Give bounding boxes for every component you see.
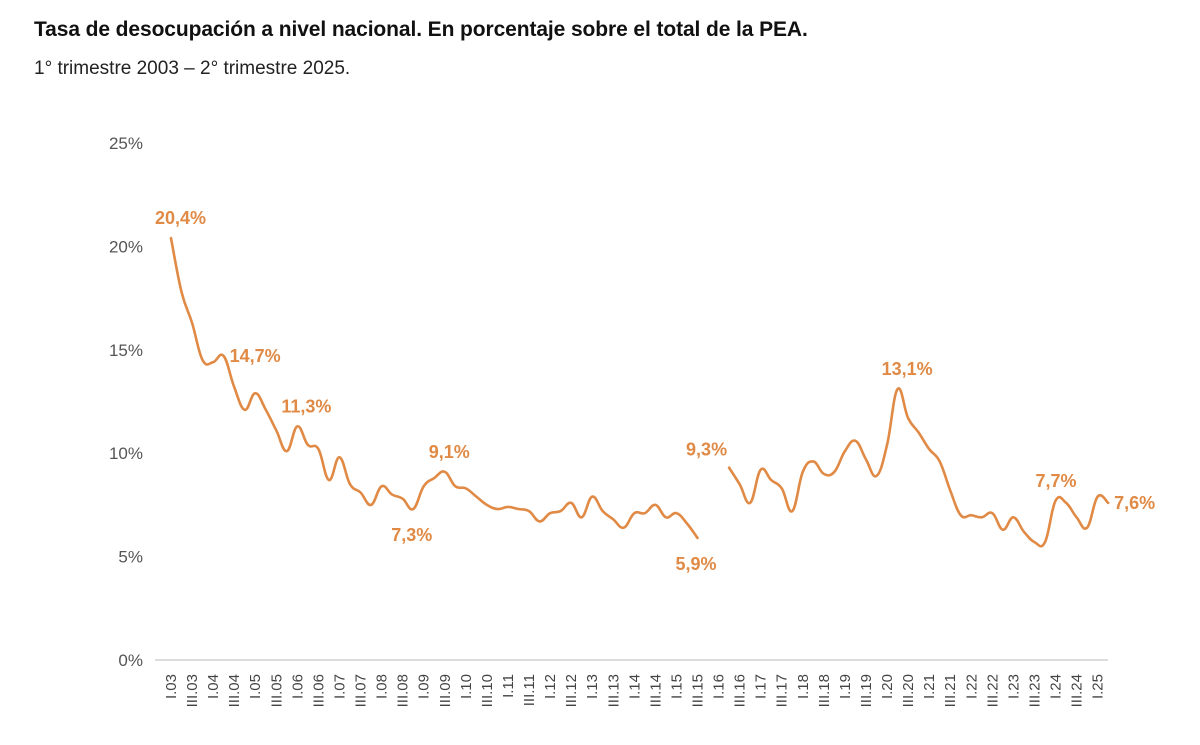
x-tick-label: III.21 <box>942 674 959 707</box>
x-tick-label: III.14 <box>647 674 664 707</box>
x-tick-label: I.04 <box>205 674 222 699</box>
y-tick-label: 20% <box>109 237 143 256</box>
data-label: 20,4% <box>155 208 206 228</box>
data-label: 14,7% <box>230 346 281 366</box>
x-tick-label: III.08 <box>395 674 412 707</box>
x-tick-label: III.04 <box>226 674 243 707</box>
x-tick-label: III.22 <box>984 674 1001 707</box>
y-tick-label: 25% <box>109 134 143 153</box>
x-tick-label: III.24 <box>1069 674 1086 707</box>
chart-subtitle: 1° trimestre 2003 – 2° trimestre 2025. <box>34 58 351 79</box>
data-label: 7,3% <box>391 525 432 545</box>
x-tick-label: III.13 <box>605 674 622 707</box>
x-tick-label: III.10 <box>479 674 496 707</box>
x-tick-label: III.20 <box>900 674 917 707</box>
x-tick-label: I.10 <box>458 674 475 699</box>
series-line <box>727 387 1110 548</box>
x-tick-label: I.03 <box>163 674 180 699</box>
x-tick-label: III.19 <box>858 674 875 707</box>
x-tick-label: I.17 <box>753 674 770 699</box>
x-tick-label: III.03 <box>184 674 201 707</box>
x-tick-label: III.11 <box>521 674 538 706</box>
chart-title: Tasa de desocupación a nivel nacional. E… <box>34 18 808 41</box>
x-tick-label: III.05 <box>268 674 285 707</box>
x-tick-label: I.25 <box>1090 674 1107 699</box>
x-tick-label: III.06 <box>310 674 327 707</box>
x-tick-label: III.15 <box>690 674 707 707</box>
x-tick-label: I.15 <box>668 674 685 699</box>
x-tick-label: I.08 <box>374 674 391 699</box>
x-tick-label: I.20 <box>879 674 896 699</box>
data-label: 5,9% <box>676 554 717 574</box>
y-tick-label: 0% <box>118 651 143 670</box>
data-label: 7,6% <box>1114 493 1155 513</box>
x-tick-label: I.19 <box>837 674 854 699</box>
x-tick-label: I.13 <box>584 674 601 699</box>
y-tick-label: 10% <box>109 444 143 463</box>
data-label: 13,1% <box>882 359 933 379</box>
x-tick-label: I.23 <box>1005 674 1022 699</box>
data-label: 7,7% <box>1036 471 1077 491</box>
x-tick-label: I.24 <box>1048 674 1065 699</box>
x-tick-label: I.09 <box>416 674 433 699</box>
x-tick-label: I.21 <box>921 674 938 699</box>
y-tick-label: 15% <box>109 341 143 360</box>
x-tick-label: I.18 <box>795 674 812 699</box>
x-tick-label: III.23 <box>1026 674 1043 707</box>
x-tick-label: I.11 <box>500 674 517 698</box>
x-tick-label: III.16 <box>732 674 749 707</box>
x-tick-label: I.22 <box>963 674 980 699</box>
series-line <box>169 236 699 540</box>
x-tick-label: I.05 <box>247 674 264 699</box>
x-tick-label: I.06 <box>289 674 306 699</box>
x-tick-label: I.14 <box>626 674 643 699</box>
x-tick-label: I.12 <box>542 674 559 699</box>
data-label: 11,3% <box>281 396 331 416</box>
x-tick-label: III.18 <box>816 674 833 707</box>
x-tick-label: III.07 <box>353 674 370 707</box>
data-label: 9,1% <box>429 442 470 462</box>
x-tick-label: III.17 <box>774 674 791 707</box>
x-tick-label: I.07 <box>331 674 348 699</box>
x-tick-label: III.09 <box>437 674 454 707</box>
x-tick-label: III.12 <box>563 674 580 707</box>
x-tick-label: I.16 <box>711 674 728 699</box>
data-label: 9,3% <box>686 440 727 460</box>
y-tick-label: 5% <box>118 548 143 567</box>
